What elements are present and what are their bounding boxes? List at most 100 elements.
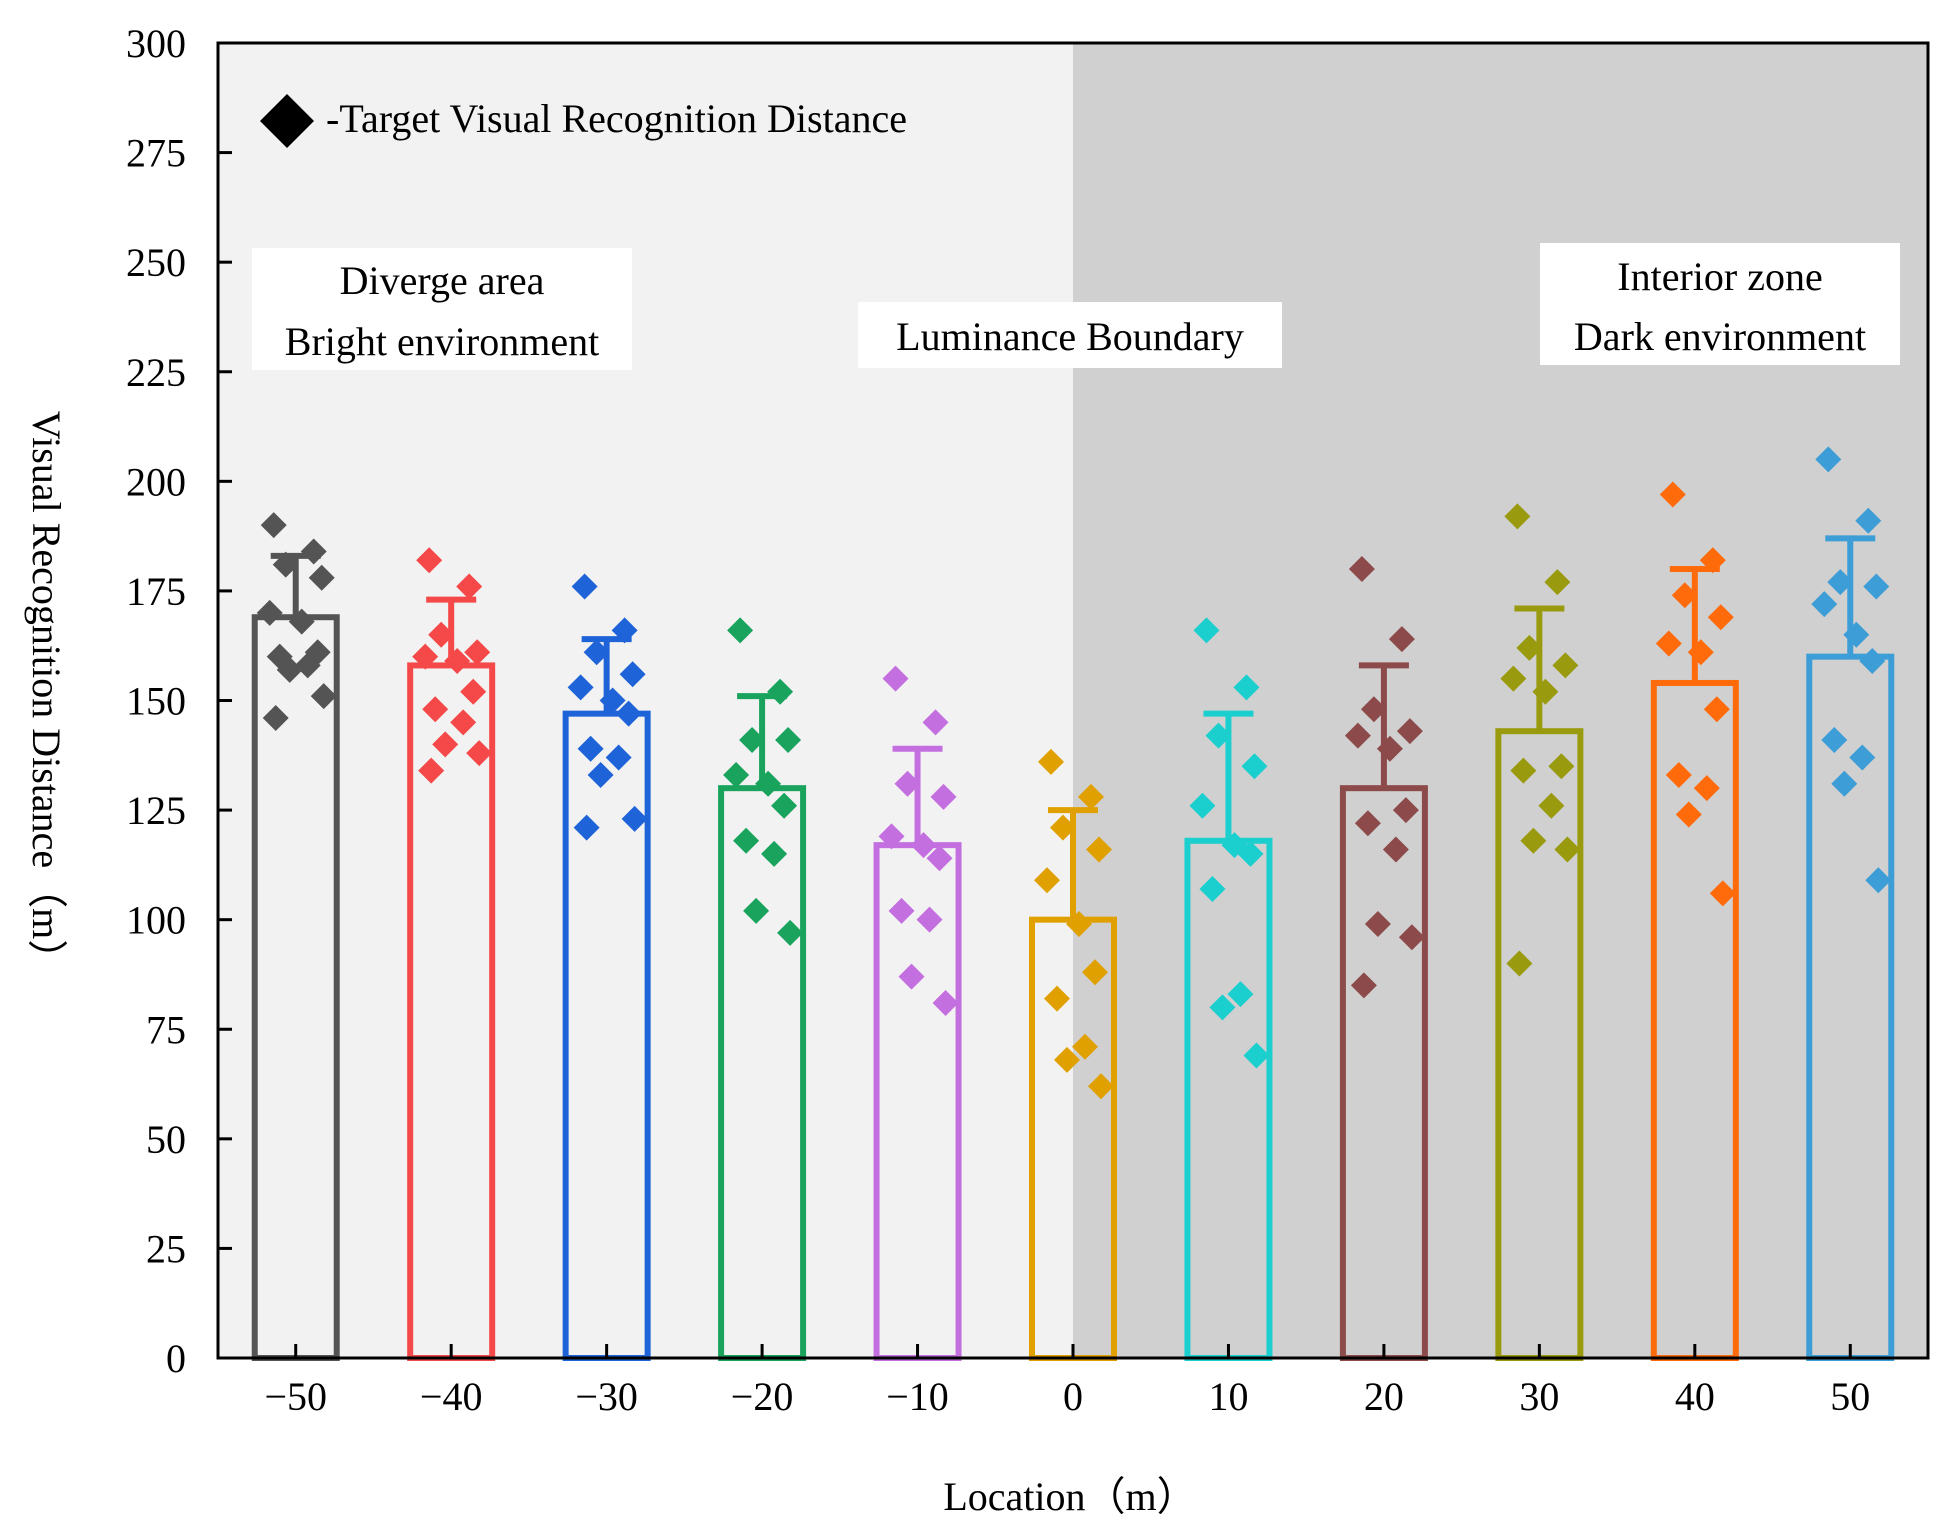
data-point--20-3 [775, 726, 802, 753]
y-tick-label-300: 300 [126, 21, 186, 66]
diverge-area-line-2: Bright environment [285, 319, 599, 364]
data-point--40-8 [450, 709, 477, 736]
data-point-20-11 [1350, 972, 1377, 999]
data-point--20-5 [755, 770, 782, 797]
data-point-0-5 [1066, 911, 1092, 938]
data-point--10-1 [922, 709, 949, 736]
data-point-40-0 [1659, 481, 1686, 508]
data-point--10-0 [882, 665, 909, 692]
data-point--30-11 [573, 814, 600, 841]
data-point-10-9 [1209, 994, 1236, 1021]
data-point--20-8 [761, 840, 788, 867]
data-point--20-7 [733, 827, 760, 854]
data-point-30-10 [1554, 836, 1581, 863]
data-point--40-1 [456, 573, 483, 600]
data-point--10-8 [916, 906, 943, 933]
data-point--10-5 [910, 832, 937, 859]
data-point-0-2 [1050, 814, 1076, 841]
data-point--50-9 [276, 656, 303, 683]
data-point-30-7 [1510, 757, 1537, 784]
data-point--50-11 [262, 705, 289, 732]
x-axis-title: Location（m） [943, 1474, 1196, 1519]
data-point-10-3 [1241, 753, 1268, 780]
diverge-area-annotation: Diverge area Bright environment [252, 248, 632, 370]
data-point-20-3 [1396, 718, 1423, 745]
data-point-30-11 [1506, 950, 1533, 977]
data-point-0-3 [1086, 836, 1112, 863]
data-point--30-8 [605, 744, 632, 771]
data-point--20-1 [767, 678, 794, 705]
data-point-20-1 [1388, 626, 1415, 653]
data-point--10-9 [898, 963, 925, 990]
data-point-0-8 [1072, 1033, 1098, 1060]
x-axis-ticks: −50 −40 −30 −20 −10 0 10 20 30 40 50 [264, 1344, 1870, 1419]
data-point--50-3 [308, 564, 335, 591]
data-point--50-4 [256, 599, 283, 626]
data-point-20-4 [1344, 722, 1371, 749]
data-point-20-5 [1376, 735, 1403, 762]
data-point--40-0 [416, 547, 443, 574]
data-point--20-0 [727, 617, 754, 644]
data-point-20-6 [1392, 797, 1419, 824]
data-point-50-10 [1865, 867, 1892, 894]
data-point--50-1 [300, 538, 327, 565]
data-point--50-2 [272, 551, 299, 578]
data-point-30-5 [1532, 678, 1559, 705]
interior-zone-line-2: Dark environment [1574, 314, 1866, 359]
data-point--40-5 [444, 648, 471, 675]
data-point--40-6 [460, 678, 487, 705]
x-tick-label--50: −50 [264, 1374, 327, 1419]
data-point--40-2 [428, 621, 455, 648]
x-tick-label--40: −40 [420, 1374, 483, 1419]
data-point--30-3 [619, 661, 646, 688]
y-axis-ticks: 0 25 50 75 100 125 150 175 200 225 250 275 300 [126, 21, 232, 1381]
data-point-50-3 [1863, 573, 1890, 600]
data-point-30-8 [1538, 792, 1565, 819]
data-point-20-8 [1382, 836, 1409, 863]
data-point--30-7 [577, 735, 604, 762]
data-point-50-0 [1815, 446, 1842, 473]
data-point--50-8 [294, 652, 321, 679]
data-point-40-2 [1671, 582, 1698, 609]
data-point-30-2 [1516, 634, 1543, 661]
data-point-30-4 [1500, 665, 1527, 692]
legend: -Target Visual Recognition Distance [260, 94, 907, 148]
data-point--10-2 [894, 770, 921, 797]
y-axis-title: Visual Recognition Distance（m） [24, 411, 69, 980]
data-point-40-6 [1703, 696, 1730, 723]
data-point-30-9 [1520, 827, 1547, 854]
data-point-30-6 [1548, 753, 1575, 780]
y-tick-label-50: 50 [146, 1117, 186, 1162]
x-tick-label-10: 10 [1208, 1374, 1248, 1419]
data-point--10-10 [932, 989, 959, 1016]
data-point-0-0 [1038, 748, 1064, 775]
data-point-50-1 [1855, 507, 1882, 534]
y-tick-label-175: 175 [126, 569, 186, 614]
data-point--50-5 [288, 608, 315, 635]
data-point-20-9 [1364, 911, 1391, 938]
y-tick-label-0: 0 [166, 1336, 186, 1381]
data-point-40-3 [1707, 604, 1734, 631]
data-point--30-0 [571, 573, 598, 600]
data-point-10-1 [1233, 674, 1260, 701]
data-point-50-2 [1827, 569, 1854, 596]
data-point-50-9 [1831, 770, 1858, 797]
data-point--40-9 [432, 731, 459, 758]
x-tick-label-50: 50 [1830, 1374, 1870, 1419]
data-point-20-0 [1348, 556, 1375, 582]
x-tick-label--20: −20 [731, 1374, 794, 1419]
data-point--30-9 [587, 762, 614, 789]
y-tick-label-250: 250 [126, 240, 186, 285]
x-tick-label-0: 0 [1063, 1374, 1083, 1419]
x-tick-label--10: −10 [886, 1374, 949, 1419]
data-point--20-10 [777, 919, 804, 946]
data-point-10-2 [1205, 722, 1232, 749]
x-tick-label--30: −30 [575, 1374, 638, 1419]
y-tick-label-150: 150 [126, 679, 186, 724]
data-point--50-10 [310, 683, 337, 710]
x-tick-label-30: 30 [1519, 1374, 1559, 1419]
data-point--40-4 [412, 643, 439, 670]
data-point-0-7 [1044, 985, 1070, 1012]
data-point-10-6 [1237, 840, 1264, 867]
